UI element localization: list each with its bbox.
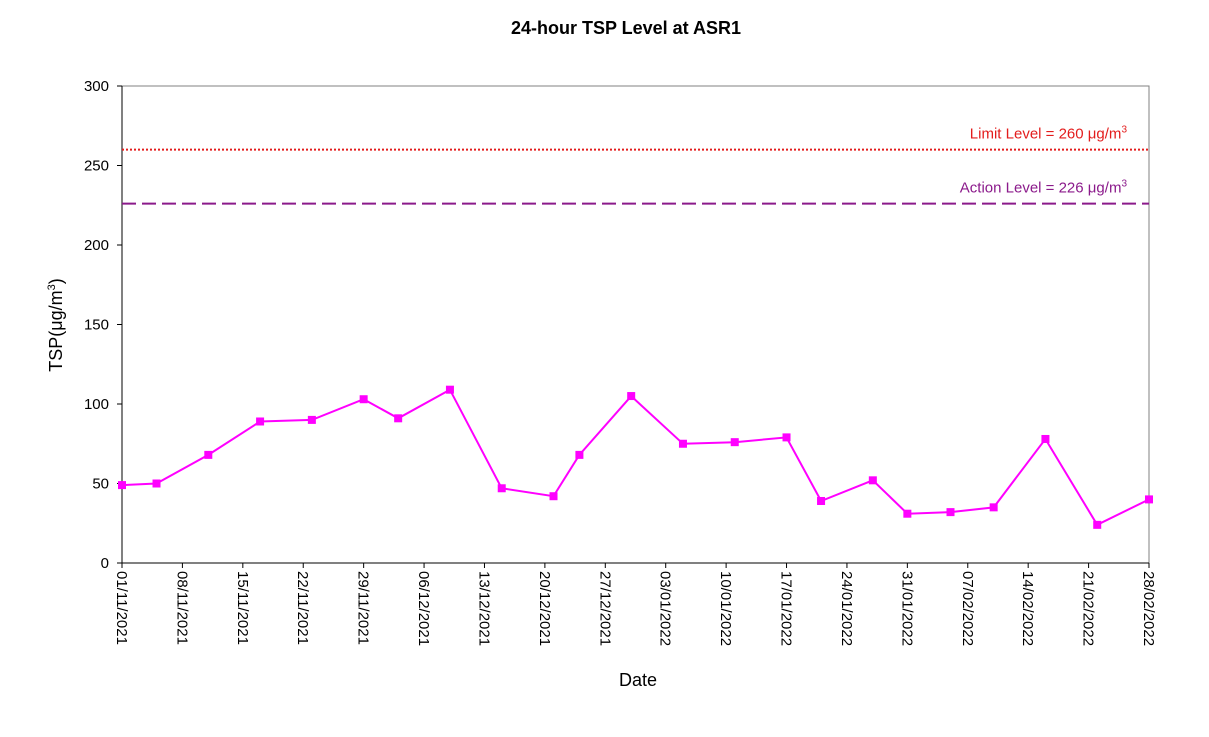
tsp-data-point xyxy=(575,450,584,459)
ref-label-sup: 3 xyxy=(1121,179,1127,190)
plot-area: 0 50 100 150 200 250 300 01/11/2021 08/11/2021 15… xyxy=(84,78,1157,646)
tsp-data-point xyxy=(817,496,826,505)
chart-title: 24-hour TSP Level at ASR1 xyxy=(511,18,741,38)
tsp-data-point xyxy=(307,415,316,424)
x-axis-label: Date xyxy=(619,670,657,690)
tsp-data-point xyxy=(359,395,368,404)
tsp-data-point xyxy=(152,479,161,488)
x-tick-label: 20/12/2021 xyxy=(536,571,553,646)
y-axis-label-unit: μg/m xyxy=(46,290,66,330)
ref-label-text: Action Level = 226 μg/m xyxy=(960,180,1122,197)
y-axis-label-text: TSP( xyxy=(46,331,66,372)
y-axis-label-group: TSP(μg/m3) xyxy=(46,278,66,372)
x-tick-label: 08/11/2021 xyxy=(173,571,190,645)
action-level-label: Action Level = 226 μg/m3 xyxy=(960,179,1128,197)
y-tick-label: 200 xyxy=(84,237,109,254)
x-tick-label: 06/12/2021 xyxy=(415,571,432,646)
x-tick-label: 01/11/2021 xyxy=(113,571,130,645)
y-tick-label: 0 xyxy=(101,555,109,572)
plot-frame xyxy=(121,85,1150,564)
x-tick-label: 03/01/2022 xyxy=(657,571,674,646)
tsp-data-point xyxy=(256,417,265,426)
x-tick-label: 17/01/2022 xyxy=(778,571,795,646)
ref-label-sup: 3 xyxy=(1121,125,1127,136)
tsp-data-point xyxy=(118,481,126,490)
x-tick-label: 15/11/2021 xyxy=(234,571,251,645)
x-tick-label: 10/01/2022 xyxy=(717,571,734,646)
tsp-data-point xyxy=(868,476,877,485)
y-axis-label-close: ) xyxy=(46,278,66,284)
limit-level-label: Limit Level = 260 μg/m3 xyxy=(970,125,1128,143)
tsp-data-point xyxy=(627,392,636,401)
tsp-data-point xyxy=(1041,434,1050,443)
tsp-data-point xyxy=(989,503,998,512)
tsp-data-point xyxy=(497,484,506,493)
y-axis-label-sup: 3 xyxy=(46,284,58,290)
y-tick-label: 300 xyxy=(84,78,109,95)
x-tick-label: 13/12/2021 xyxy=(475,571,492,646)
tsp-data-point xyxy=(678,439,687,448)
tsp-data-point xyxy=(204,450,213,459)
tsp-data-point xyxy=(730,438,739,447)
tsp-data-point xyxy=(1093,520,1102,529)
tsp-data-point xyxy=(549,492,558,501)
tsp-data-point xyxy=(946,508,955,517)
tsp-data-point xyxy=(394,414,403,423)
ref-label-text: Limit Level = 260 μg/m xyxy=(970,126,1122,143)
x-tick-label: 28/02/2022 xyxy=(1140,571,1157,646)
tsp-data-point xyxy=(445,385,454,394)
y-tick-label: 250 xyxy=(84,158,109,175)
y-tick-label: 150 xyxy=(84,317,109,334)
x-tick-label: 29/11/2021 xyxy=(355,571,372,645)
tsp-data-point xyxy=(782,433,791,442)
x-tick-label: 07/02/2022 xyxy=(959,571,976,646)
tsp-data-point xyxy=(903,509,912,518)
y-axis-label: TSP(μg/m3) xyxy=(46,278,66,372)
x-tick-label: 21/02/2022 xyxy=(1080,571,1097,646)
x-tick-label: 22/11/2021 xyxy=(294,571,311,645)
x-tick-label: 14/02/2022 xyxy=(1019,571,1036,646)
y-tick-label: 100 xyxy=(84,396,109,413)
x-tick-label: 27/12/2021 xyxy=(596,571,613,646)
y-tick-label: 50 xyxy=(92,476,109,493)
tsp-data-point xyxy=(1145,495,1153,504)
x-tick-label: 24/01/2022 xyxy=(838,571,855,646)
x-tick-label: 31/01/2022 xyxy=(898,571,915,646)
